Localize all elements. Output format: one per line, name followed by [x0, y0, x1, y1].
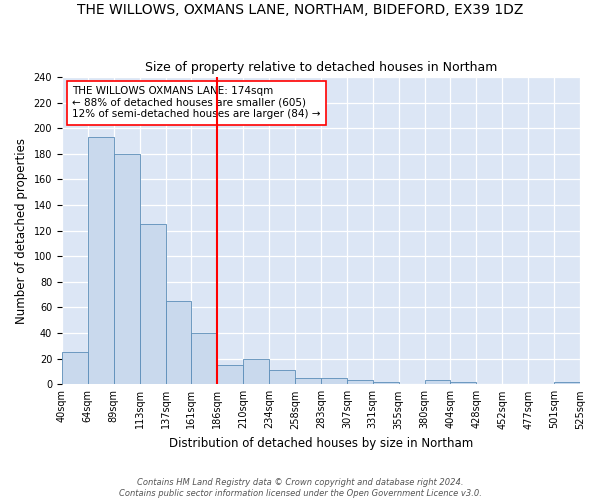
Bar	[269, 370, 295, 384]
Bar	[295, 378, 321, 384]
Text: THE WILLOWS OXMANS LANE: 174sqm
← 88% of detached houses are smaller (605)
12% o: THE WILLOWS OXMANS LANE: 174sqm ← 88% of…	[72, 86, 321, 120]
Bar	[88, 137, 114, 384]
Bar	[321, 378, 347, 384]
Title: Size of property relative to detached houses in Northam: Size of property relative to detached ho…	[145, 62, 497, 74]
Bar	[166, 301, 191, 384]
Bar	[554, 382, 580, 384]
Bar	[347, 380, 373, 384]
X-axis label: Distribution of detached houses by size in Northam: Distribution of detached houses by size …	[169, 437, 473, 450]
Bar	[243, 358, 269, 384]
Bar	[451, 382, 476, 384]
Bar	[140, 224, 166, 384]
Bar	[114, 154, 140, 384]
Text: THE WILLOWS, OXMANS LANE, NORTHAM, BIDEFORD, EX39 1DZ: THE WILLOWS, OXMANS LANE, NORTHAM, BIDEF…	[77, 2, 523, 16]
Bar	[373, 382, 398, 384]
Bar	[191, 333, 217, 384]
Bar	[425, 380, 451, 384]
Bar	[62, 352, 88, 384]
Bar	[217, 365, 243, 384]
Text: Contains HM Land Registry data © Crown copyright and database right 2024.
Contai: Contains HM Land Registry data © Crown c…	[119, 478, 481, 498]
Y-axis label: Number of detached properties: Number of detached properties	[15, 138, 28, 324]
